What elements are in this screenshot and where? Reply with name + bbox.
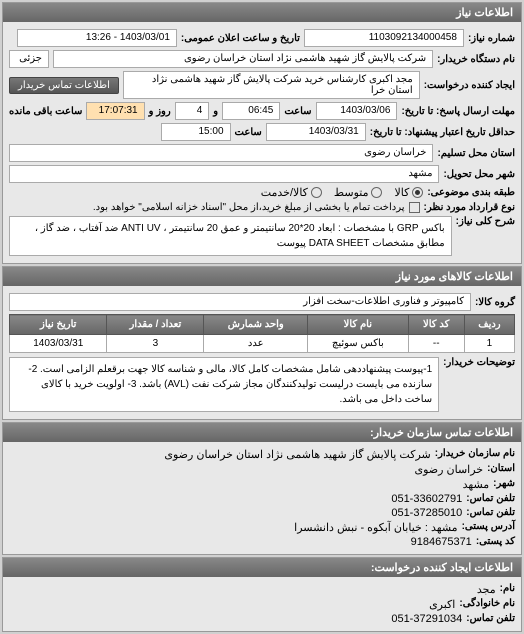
- col-code: کد کالا: [408, 315, 464, 335]
- buyer-province-label: استان:: [487, 463, 515, 476]
- need-number-label: شماره نیاز:: [468, 33, 515, 44]
- agreement-text: پرداخت تمام یا بخشی از مبلغ خرید،از محل …: [93, 202, 405, 213]
- budget-type-label: طبقه بندی موضوعی:: [427, 187, 515, 198]
- req-name-label: نام:: [500, 583, 515, 596]
- validity-label: حداقل تاریخ اعتبار پیشنهاد: تا تاریخ:: [370, 127, 515, 138]
- radio-icon: [371, 187, 382, 198]
- days-value: 4: [175, 102, 210, 120]
- buyer-phone-value: 051-33602791: [391, 493, 462, 505]
- col-unit: واحد شمارش: [204, 315, 308, 335]
- cell-name: باکس سوئیچ: [308, 335, 408, 353]
- table-row: 1 -- باکس سوئیچ عدد 3 1403/03/31: [10, 335, 515, 353]
- requester-contact-panel: اطلاعات ایجاد کننده درخواست: نام: مجد نا…: [2, 557, 522, 632]
- table-header-row: ردیف کد کالا نام کالا واحد شمارش تعداد /…: [10, 315, 515, 335]
- budget-radio-group: کالا متوسط کالا/خدمت: [261, 186, 424, 199]
- col-date: تاریخ نیاز: [10, 315, 107, 335]
- and-label: و: [213, 106, 218, 117]
- desc-label: شرح کلی نیاز:: [456, 216, 515, 227]
- partial-value: جزئی: [9, 50, 49, 68]
- buyer-fax-value: 051-37285010: [391, 507, 462, 519]
- req-family-value: اکبری: [429, 598, 455, 611]
- buyer-contact-header: اطلاعات تماس سازمان خریدار:: [3, 423, 521, 442]
- radio-goods[interactable]: کالا: [394, 186, 423, 199]
- goods-table: ردیف کد کالا نام کالا واحد شمارش تعداد /…: [9, 314, 515, 353]
- requester-label: ایجاد کننده درخواست:: [424, 80, 515, 91]
- desc-text: باکس GRP با مشخصات : ابعاد 20*20 سانتیمت…: [9, 216, 452, 256]
- radio-goods-label: کالا: [394, 186, 409, 199]
- validity-date: 1403/03/31: [266, 123, 366, 141]
- city-value: مشهد: [9, 165, 439, 183]
- radio-icon: [311, 187, 322, 198]
- org-value: شرکت پالایش گاز شهید هاشمی نژاد استان خر…: [164, 448, 430, 461]
- group-label: گروه کالا:: [475, 297, 515, 308]
- radio-icon: [412, 187, 423, 198]
- contact-buyer-button[interactable]: اطلاعات تماس خریدار: [9, 77, 119, 94]
- announce-date-label: تاریخ و ساعت اعلان عمومی:: [181, 33, 300, 44]
- col-name: نام کالا: [308, 315, 408, 335]
- radio-goods-service[interactable]: کالا/خدمت: [261, 186, 322, 199]
- goods-info-panel: اطلاعات کالاهای مورد نیاز گروه کالا: کام…: [2, 266, 522, 420]
- buyer-address-label: آدرس پستی:: [462, 521, 515, 534]
- buyer-name-label: نام دستگاه خریدار:: [437, 54, 515, 65]
- col-row: ردیف: [464, 315, 514, 335]
- cell-date: 1403/03/31: [10, 335, 107, 353]
- buyer-contact-panel: اطلاعات تماس سازمان خریدار: نام سازمان خ…: [2, 422, 522, 555]
- req-name-value: مجد: [477, 583, 496, 596]
- province-value: خراسان رضوی: [9, 144, 433, 162]
- buyer-phone-label: تلفن تماس:: [466, 493, 515, 505]
- buyer-city-value: مشهد: [463, 478, 490, 491]
- agreement-label: نوع قرارداد مورد نظر:: [424, 202, 515, 213]
- group-value: کامپیوتر و فناوری اطلاعات-سخت افزار: [9, 293, 471, 311]
- req-phone-value: 051-37291034: [391, 613, 462, 625]
- notes-label: توضیحات خریدار:: [443, 357, 515, 368]
- time-label-1: ساعت: [284, 106, 311, 117]
- days-label: روز و: [149, 106, 171, 117]
- buyer-postal-value: 9184675371: [411, 536, 472, 548]
- need-info-panel: اطلاعات نیاز شماره نیاز: 110309213400045…: [2, 2, 522, 264]
- province-label: استان محل تسلیم:: [437, 148, 515, 159]
- buyer-city-label: شهر:: [493, 478, 515, 491]
- cell-qty: 3: [107, 335, 204, 353]
- buyer-address-value: مشهد : خیابان آبکوه - نبش دانشسرا: [294, 521, 457, 534]
- need-info-header: اطلاعات نیاز: [3, 3, 521, 22]
- req-phone-label: تلفن تماس:: [466, 613, 515, 625]
- radio-medium-label: متوسط: [334, 186, 369, 199]
- cell-code: --: [408, 335, 464, 353]
- goods-info-header: اطلاعات کالاهای مورد نیاز: [3, 267, 521, 286]
- deadline-send-date: 1403/03/06: [316, 102, 398, 120]
- deadline-send-label: مهلت ارسال پاسخ: تا تاریخ:: [401, 106, 515, 117]
- remain-time: 17:07:31: [86, 102, 144, 120]
- cell-row: 1: [464, 335, 514, 353]
- buyer-province-value: خراسان رضوی: [415, 463, 484, 476]
- requester-contact-header: اطلاعات ایجاد کننده درخواست:: [3, 558, 521, 577]
- validity-time: 15:00: [161, 123, 231, 141]
- radio-goods-service-label: کالا/خدمت: [261, 186, 308, 199]
- city-label: شهر محل تحویل:: [443, 169, 515, 180]
- deadline-send-time: 06:45: [222, 102, 280, 120]
- remain-label: ساعت باقی مانده: [9, 106, 82, 117]
- need-number-value: 1103092134000458: [304, 29, 464, 47]
- buyer-postal-label: کد پستی:: [476, 536, 515, 548]
- col-qty: تعداد / مقدار: [107, 315, 204, 335]
- notes-text: 1-پیوست پیشنهاددهی شامل مشخصات کامل کالا…: [9, 357, 439, 412]
- radio-medium[interactable]: متوسط: [334, 186, 383, 199]
- time-label-2: ساعت: [235, 127, 262, 138]
- buyer-fax-label: تلفن تماس:: [466, 507, 515, 519]
- announce-date-value: 1403/03/01 - 13:26: [17, 29, 177, 47]
- org-label: نام سازمان خریدار:: [435, 448, 515, 461]
- cell-unit: عدد: [204, 335, 308, 353]
- requester-value: مجد اکبری کارشناس خرید شرکت پالایش گاز ش…: [123, 71, 420, 99]
- agreement-checkbox[interactable]: [409, 202, 420, 213]
- req-family-label: نام خانوادگی:: [459, 598, 515, 611]
- buyer-name-value: شرکت پالایش گاز شهید هاشمی نژاد استان خر…: [53, 50, 433, 68]
